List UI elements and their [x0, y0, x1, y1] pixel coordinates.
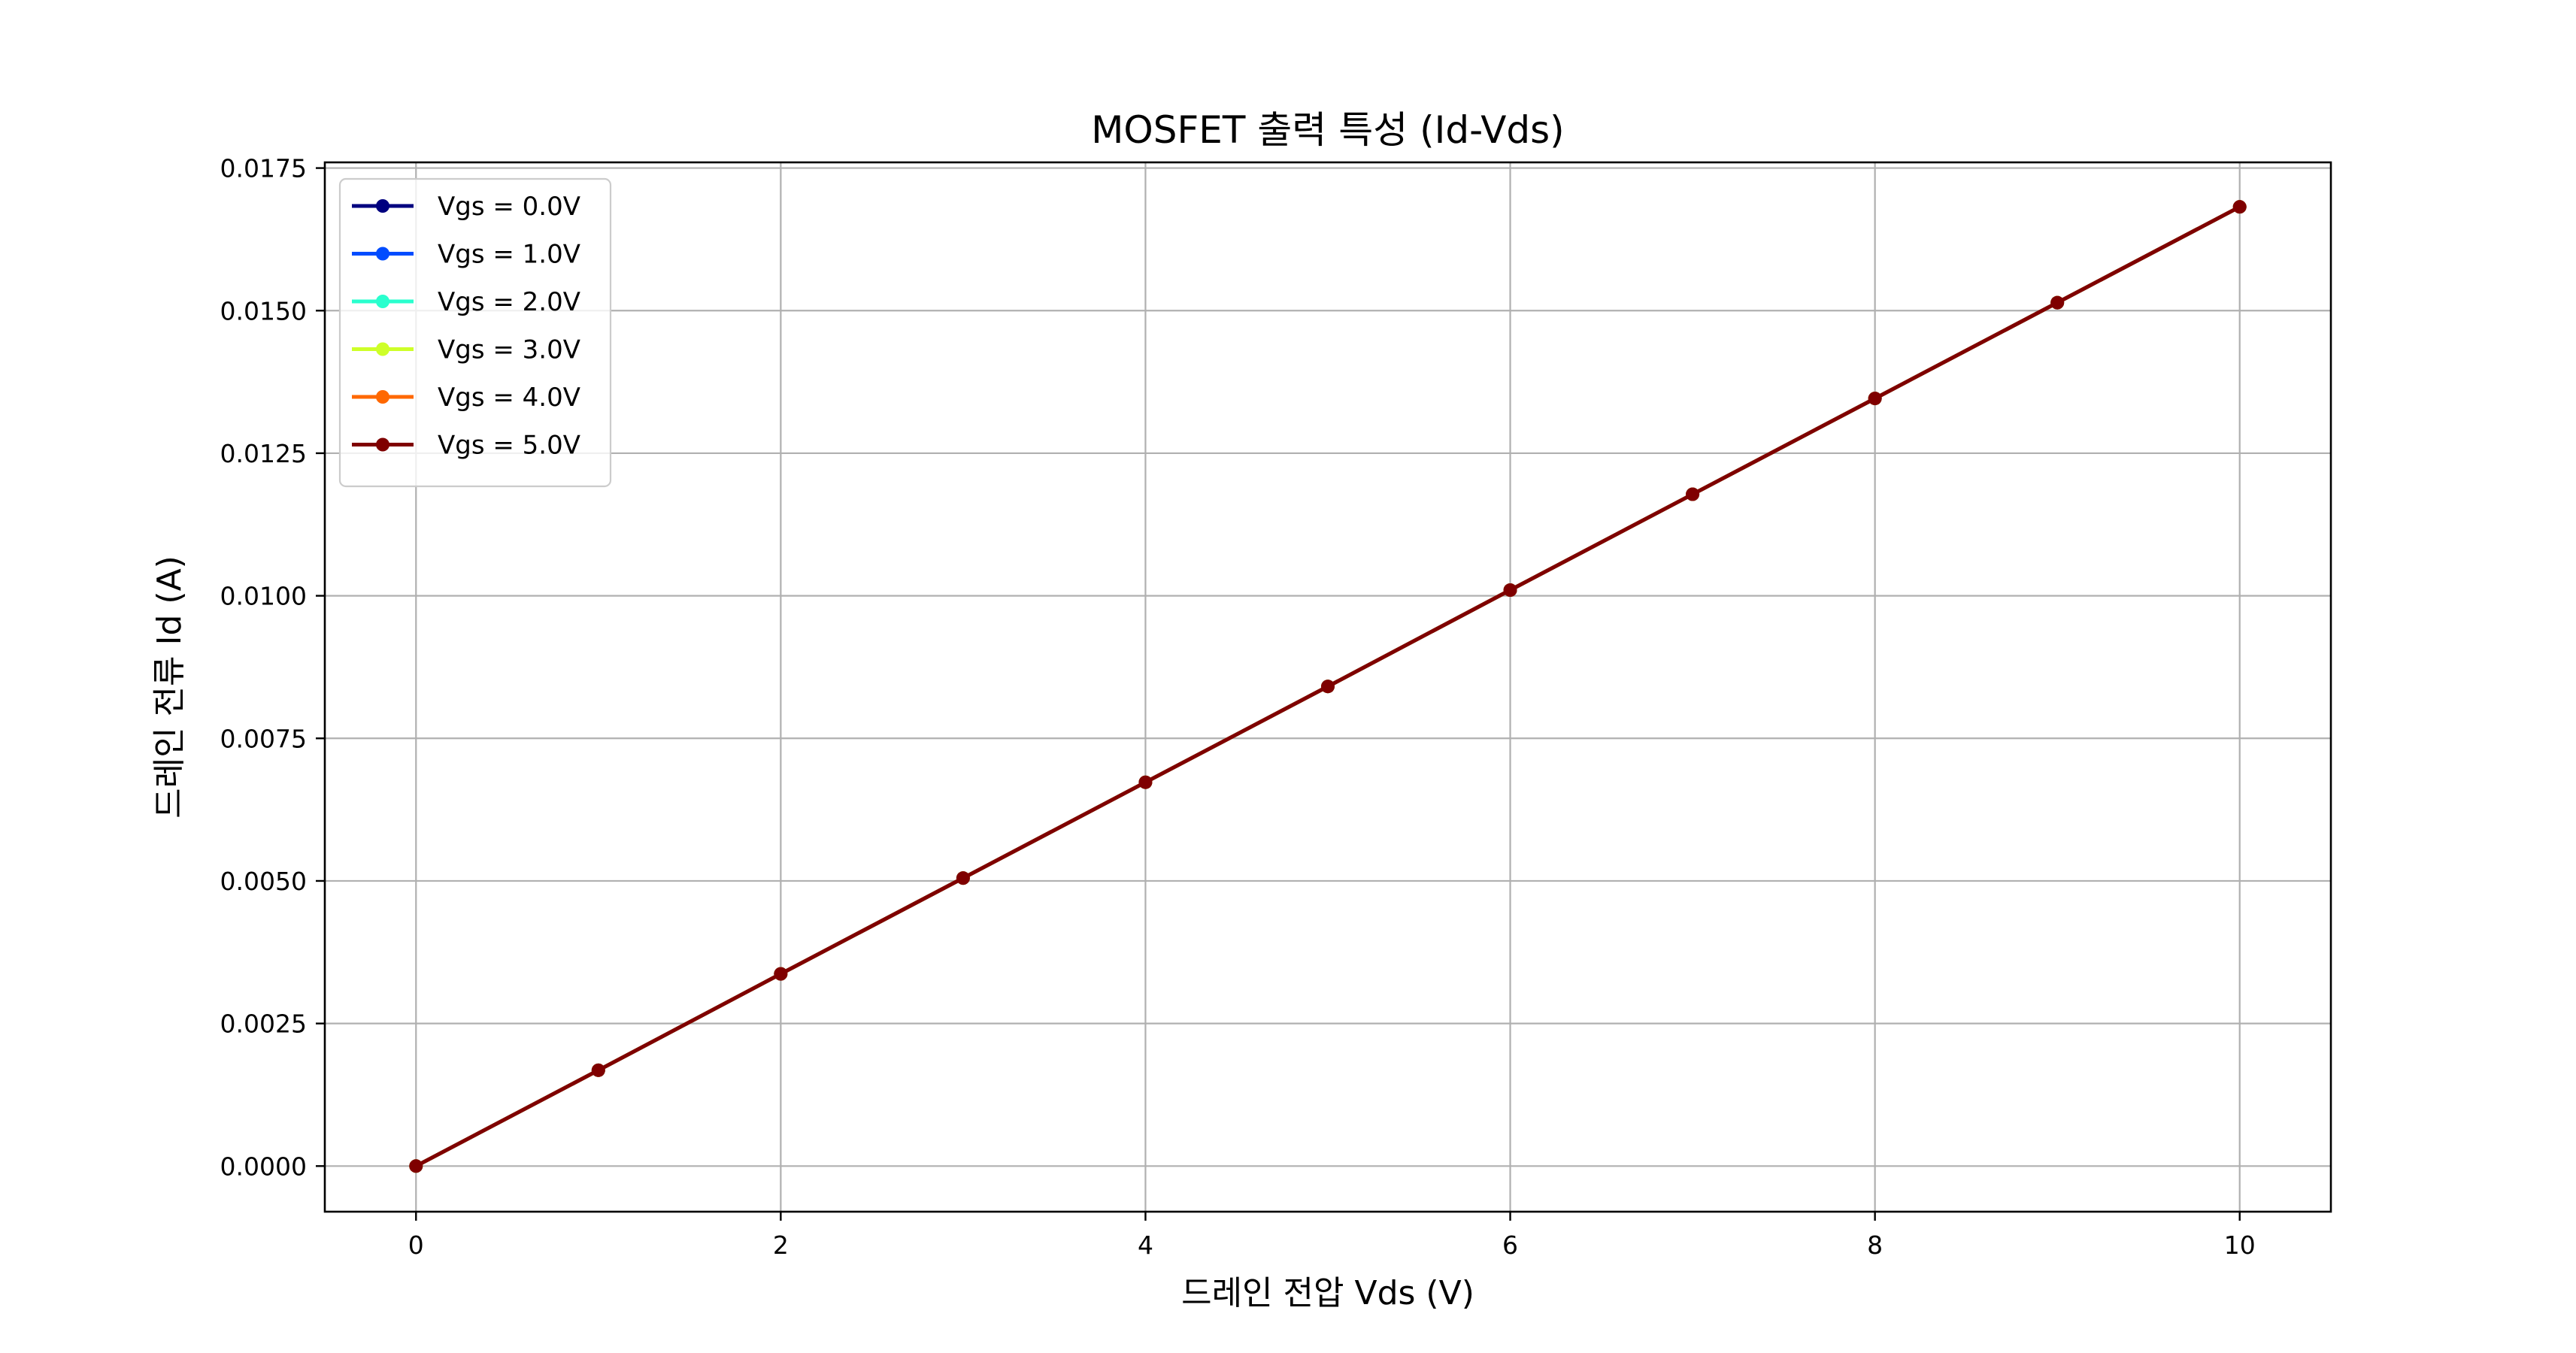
y-axis-ticks: 0.0000 0.0025 0.0050 0.0075 0.0100 0.0125 0.01…: [220, 154, 325, 1181]
y-axis-label: 드레인 전류 Id (A): [150, 555, 189, 819]
legend-item: Vgs = 5.0V: [352, 431, 580, 461]
y-tick-label: 0.0175: [220, 154, 307, 183]
legend-swatch-marker: [376, 437, 389, 452]
y-tick-label: 0.0050: [220, 867, 307, 896]
legend-item: Vgs = 3.0V: [352, 335, 580, 365]
y-tick-label: 0.0100: [220, 582, 307, 611]
legend-item: Vgs = 0.0V: [352, 192, 580, 222]
y-tick-label: 0.0150: [220, 296, 307, 325]
legend-swatch-marker: [376, 199, 389, 213]
legend-item: Vgs = 1.0V: [352, 240, 580, 270]
series-group: [409, 200, 2247, 1173]
legend-label: Vgs = 2.0V: [438, 287, 580, 317]
legend-item: Vgs = 4.0V: [352, 383, 580, 413]
legend-item: Vgs = 2.0V: [352, 287, 580, 317]
y-tick-label: 0.0125: [220, 439, 307, 468]
data-point: [1138, 775, 1153, 789]
y-tick-label: 0.0075: [220, 724, 307, 753]
x-tick-label: 8: [1867, 1230, 1883, 1260]
legend-swatch-marker: [376, 390, 389, 404]
legend-swatch-marker: [376, 247, 389, 261]
legend-label: Vgs = 3.0V: [438, 335, 580, 365]
legend-label: Vgs = 5.0V: [438, 431, 580, 461]
legend-label: Vgs = 4.0V: [438, 383, 580, 413]
data-point: [2232, 200, 2247, 214]
data-point: [2050, 295, 2065, 310]
x-tick-label: 2: [773, 1230, 789, 1260]
data-point: [591, 1063, 605, 1077]
data-point: [1868, 392, 1882, 406]
legend-box: [338, 177, 612, 488]
data-point: [956, 871, 970, 885]
series-layer: [409, 200, 2247, 1173]
x-tick-label: 6: [1502, 1230, 1518, 1260]
data-point: [1321, 680, 1335, 694]
data-point: [1686, 487, 1700, 501]
x-tick-label: 10: [2224, 1230, 2256, 1260]
legend-label: Vgs = 0.0V: [438, 192, 580, 222]
axes-frame: [323, 161, 2332, 1213]
chart-title: MOSFET 출력 특성 (Id-Vds): [1091, 108, 1564, 152]
legend-label: Vgs = 1.0V: [438, 240, 580, 270]
y-tick-label: 0.0025: [220, 1009, 307, 1039]
data-point: [409, 1159, 423, 1173]
legend: Vgs = 0.0V Vgs = 1.0V Vgs = 2.0V Vgs = 3.0V…: [338, 177, 612, 488]
data-point: [1503, 583, 1517, 598]
grid-layer: [325, 162, 2331, 1212]
x-tick-label: 4: [1138, 1230, 1153, 1260]
x-axis-label: 드레인 전압 Vds (V): [1181, 1274, 1474, 1312]
legend-swatch-marker: [376, 295, 389, 308]
x-tick-label: 0: [408, 1230, 424, 1260]
y-tick-label: 0.0000: [220, 1152, 307, 1181]
legend-swatch-marker: [376, 342, 389, 356]
data-point: [774, 967, 788, 981]
x-axis-ticks: 0 2 4 6 8 10: [408, 1212, 2256, 1260]
